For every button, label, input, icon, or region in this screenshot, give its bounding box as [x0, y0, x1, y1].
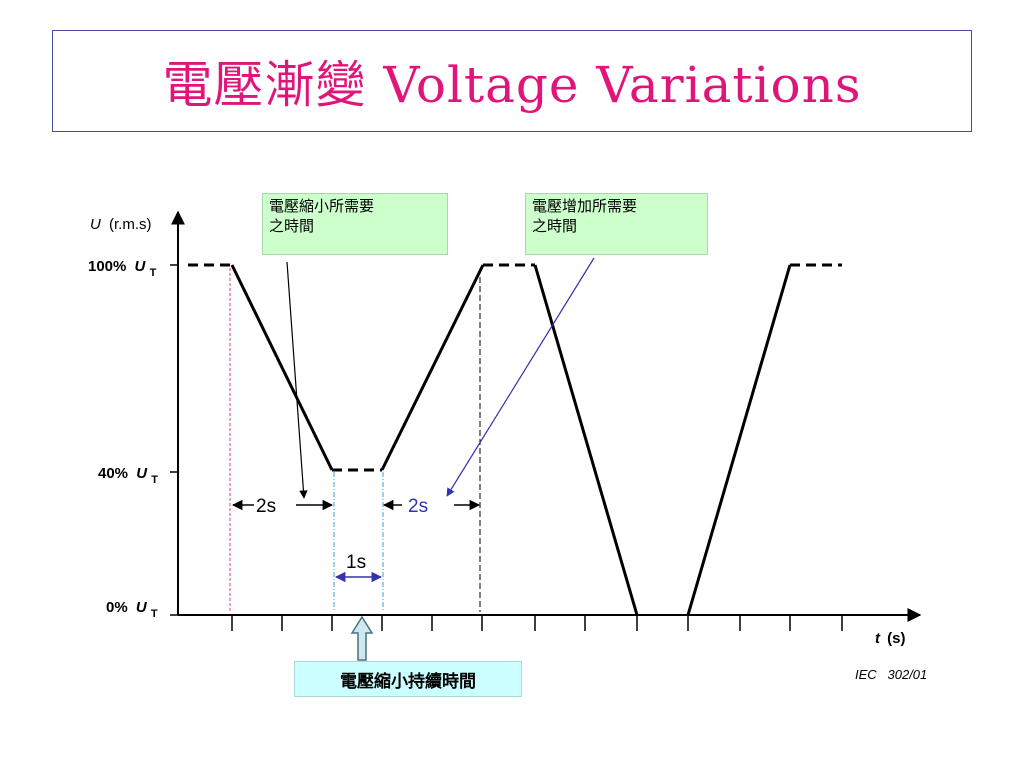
- x-ticks: [231, 615, 843, 631]
- increase-note-pointer: [446, 257, 595, 497]
- increase-time-note-line-2: 之時間: [532, 217, 578, 235]
- y-axis-label: U (r.m.s): [90, 216, 152, 233]
- decrease-time-note: 電壓縮小所需要 之時間: [262, 193, 448, 255]
- level-label-40: 40% U T: [98, 465, 158, 486]
- decrease-note-pointer: [286, 261, 308, 499]
- increase-time-note-line-1: 電壓增加所需要: [532, 197, 638, 215]
- reference-code: IEC 302/01: [855, 667, 927, 682]
- waveform-dip-2: [533, 264, 639, 616]
- decrease-duration-label: 2s: [256, 496, 276, 517]
- level-label-100: 100% U T: [88, 258, 157, 279]
- title-box: 電壓漸變 Voltage Variations: [52, 30, 972, 132]
- hold-time-caption-text: 電壓縮小持續時間: [340, 671, 476, 692]
- x-axis-label: t (s): [875, 630, 906, 647]
- hold-pointer-arrow: [350, 615, 374, 661]
- hold-duration-label: 1s: [346, 552, 366, 573]
- increase-duration-label: 2s: [408, 496, 428, 517]
- level-label-0: 0% U T: [106, 599, 158, 620]
- decrease-time-note-line-2: 之時間: [269, 217, 315, 235]
- increase-time-note: 電壓增加所需要 之時間: [525, 193, 708, 255]
- waveform-rise-2: [686, 264, 792, 616]
- hold-time-caption: 電壓縮小持續時間: [294, 661, 522, 697]
- decrease-time-note-line-1: 電壓縮小所需要: [269, 197, 375, 215]
- page-title: 電壓漸變 Voltage Variations: [162, 56, 862, 114]
- waveform-dip-1: [230, 264, 334, 471]
- waveform-rise-1: [380, 264, 485, 471]
